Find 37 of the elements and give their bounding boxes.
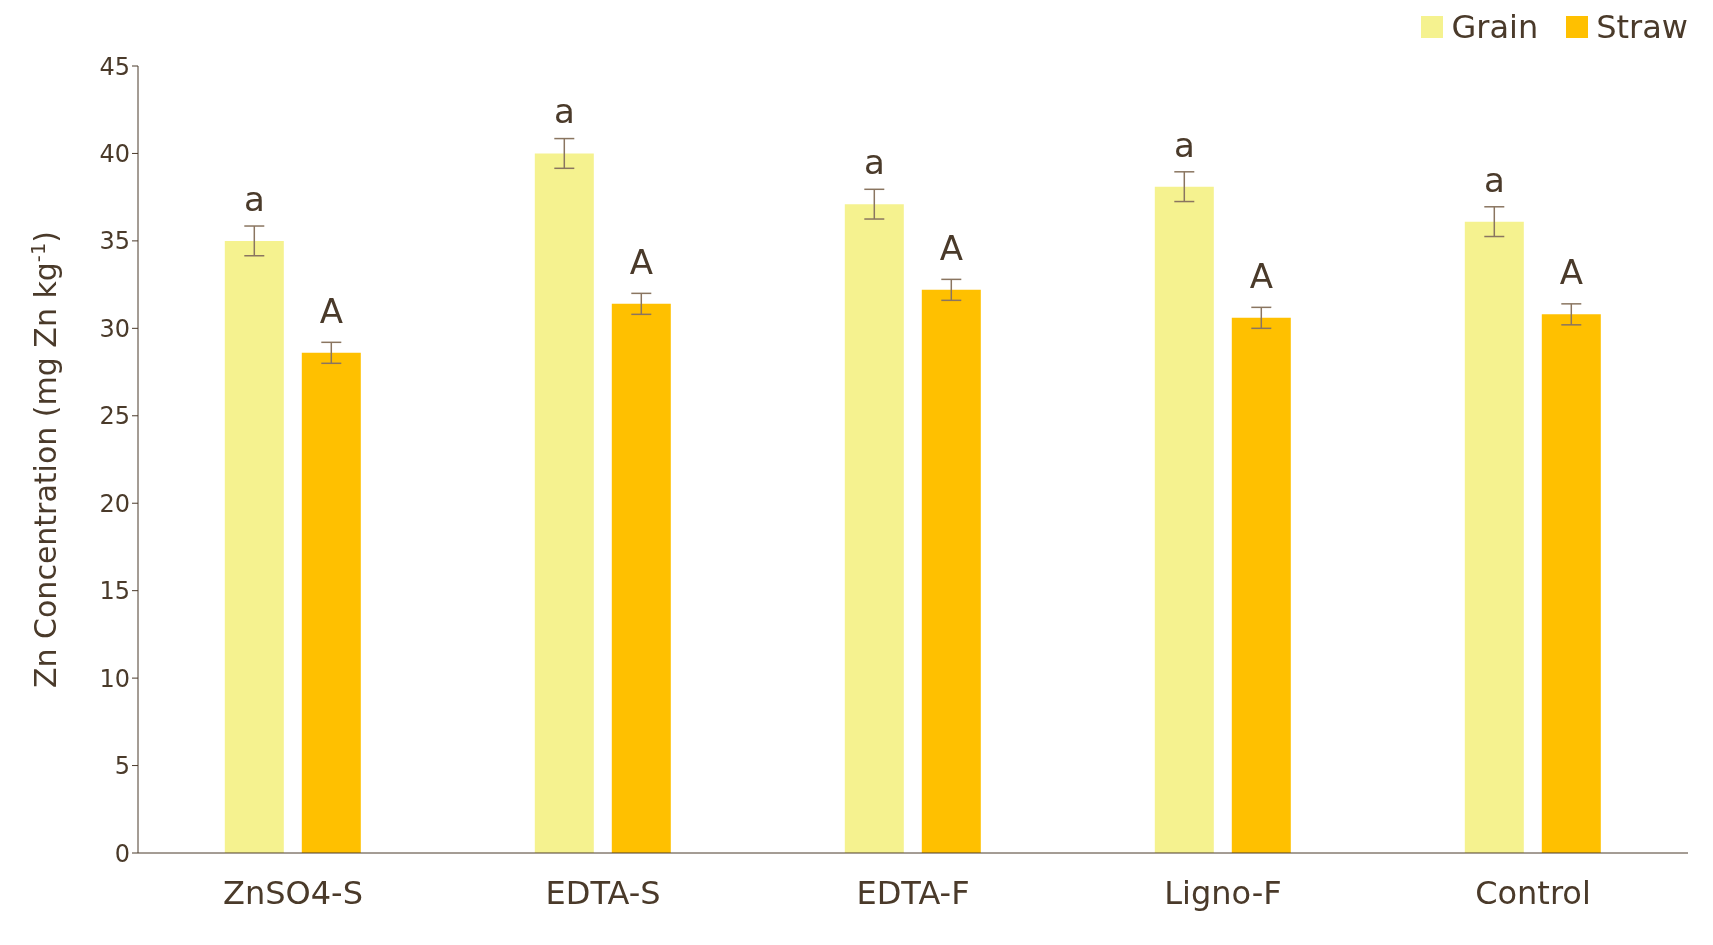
data-label: A: [319, 290, 343, 331]
bar: [844, 204, 904, 853]
x-tick-label: Ligno-F: [1164, 873, 1282, 912]
bar: [1464, 221, 1524, 853]
x-tick-label: Control: [1475, 873, 1591, 912]
bar: [921, 289, 981, 853]
bar: [224, 240, 284, 853]
bar: [1231, 317, 1291, 853]
legend-label: Grain: [1450, 8, 1539, 46]
data-label: A: [629, 241, 653, 282]
data-label: a: [863, 142, 885, 183]
data-label: A: [1249, 255, 1273, 296]
y-tick-label: 25: [99, 402, 130, 431]
bar: [534, 153, 594, 853]
bar: [1541, 314, 1601, 853]
y-tick-label: 10: [99, 664, 130, 693]
y-tick-label: 35: [99, 227, 130, 256]
bar: [611, 303, 671, 853]
y-tick-label: 30: [99, 314, 130, 343]
y-tick-label: 20: [99, 489, 130, 518]
data-label: A: [939, 227, 963, 268]
bar: [1154, 186, 1214, 853]
data-label: a: [1173, 124, 1195, 165]
x-tick-label: EDTA-S: [545, 873, 661, 912]
data-label: A: [1559, 252, 1583, 293]
y-tick-label: 5: [114, 752, 130, 781]
y-tick-label: 45: [99, 52, 130, 81]
data-label: a: [1483, 159, 1505, 200]
data-label: a: [243, 178, 265, 219]
y-tick-label: 0: [114, 839, 130, 868]
bar: [301, 352, 361, 853]
y-tick-label: 40: [99, 139, 130, 168]
x-tick-label: ZnSO4-S: [223, 873, 363, 912]
x-tick-label: EDTA-F: [856, 873, 970, 912]
data-label: a: [553, 91, 575, 132]
legend-label: Straw: [1595, 8, 1688, 46]
y-tick-label: 15: [99, 577, 130, 606]
